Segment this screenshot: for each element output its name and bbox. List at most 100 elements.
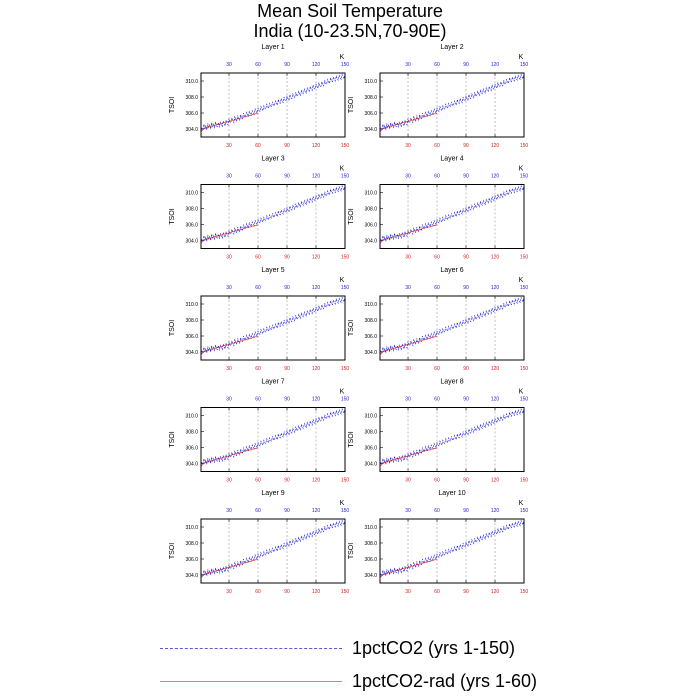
x-tick-label-bottom: 60: [255, 255, 261, 261]
x-tick-label-bottom: 60: [434, 478, 440, 484]
x-tick-label-bottom: 90: [284, 143, 290, 149]
x-tick-label-bottom: 150: [520, 478, 529, 484]
x-tick-label-top: 90: [284, 62, 290, 68]
series-1pctco2-line: [379, 296, 525, 356]
unit-label: K: [519, 54, 524, 61]
x-tick-label-top: 150: [341, 174, 350, 180]
y-tick-label: 306.0: [185, 557, 198, 563]
y-tick-label: 310.0: [364, 79, 377, 85]
series-1pctco2-rad-line: [379, 558, 438, 580]
x-tick-label-bottom: 150: [520, 366, 529, 372]
chart-title: Mean Soil Temperature: [257, 1, 443, 21]
x-tick-label-top: 30: [405, 397, 411, 403]
x-tick-label-top: 60: [434, 174, 440, 180]
y-axis-label: TSOI: [169, 320, 176, 336]
x-tick-label-top: 90: [463, 397, 469, 403]
x-tick-label-bottom: 120: [312, 143, 321, 149]
panel-2: 30 30 60 60 90 90 120 120 150 150 304.0 306.0 308.0 3…: [348, 44, 528, 149]
unit-label: K: [340, 500, 345, 507]
x-tick-label-bottom: 30: [226, 366, 232, 372]
x-tick-label-bottom: 120: [491, 589, 500, 595]
x-tick-label-bottom: 90: [284, 366, 290, 372]
panel-10: 30 30 60 60 90 90 120 120 150 150 304.0 306.0 308.0 3…: [348, 490, 528, 595]
y-tick-label: 310.0: [364, 414, 377, 420]
x-tick-label-bottom: 90: [284, 255, 290, 261]
y-axis-label: TSOI: [348, 320, 355, 336]
x-tick-label-top: 30: [226, 174, 232, 180]
panel-title: Layer 1: [261, 44, 284, 51]
x-tick-label-bottom: 60: [434, 143, 440, 149]
panel-title: Layer 4: [440, 156, 463, 163]
x-tick-label-top: 150: [341, 285, 350, 291]
x-tick-label-top: 120: [491, 397, 500, 403]
plot-frame: [379, 184, 525, 249]
y-tick-label: 308.0: [364, 541, 377, 547]
x-tick-label-top: 150: [520, 174, 529, 180]
x-tick-label-top: 150: [341, 62, 350, 68]
y-tick-label: 310.0: [185, 191, 198, 197]
plot-frame: [200, 407, 346, 472]
x-tick-label-bottom: 120: [491, 478, 500, 484]
series-1pctco2-line: [379, 519, 525, 579]
plot-frame: [200, 518, 346, 584]
unit-label: K: [519, 389, 524, 396]
x-tick-label-bottom: 150: [341, 478, 350, 484]
x-tick-label-top: 60: [434, 285, 440, 291]
y-tick-label: 304.0: [185, 127, 198, 133]
x-tick-label-top: 30: [226, 508, 232, 514]
y-tick-label: 306.0: [364, 111, 377, 117]
x-tick-label-bottom: 30: [405, 478, 411, 484]
y-axis-label: TSOI: [169, 431, 176, 447]
panel-title: Layer 10: [438, 490, 465, 497]
unit-label: K: [340, 277, 345, 284]
panel-grid: 30 30 60 60 90 90 120 120 150 150 304.0 306.0 308.0 3…: [169, 44, 529, 595]
panel-8: 30 30 60 60 90 90 120 120 150 150 304.0 306.0 308.0 3…: [348, 379, 528, 484]
plot-frame: [379, 72, 525, 138]
unit-label: K: [519, 500, 524, 507]
y-axis-label: TSOI: [348, 208, 355, 224]
x-tick-label-top: 90: [463, 174, 469, 180]
y-tick-label: 308.0: [364, 95, 377, 101]
y-tick-label: 308.0: [185, 430, 198, 436]
unit-label: K: [519, 277, 524, 284]
x-tick-label-bottom: 30: [226, 589, 232, 595]
plot-frame: [200, 295, 346, 361]
x-tick-label-bottom: 90: [463, 589, 469, 595]
series-1pctco2-line: [379, 73, 525, 133]
x-tick-label-top: 60: [255, 285, 261, 291]
series-1pctco2-rad-line: [379, 224, 438, 245]
y-tick-label: 304.0: [364, 350, 377, 356]
x-tick-label-top: 120: [491, 285, 500, 291]
x-tick-label-bottom: 120: [491, 366, 500, 372]
x-tick-label-top: 30: [226, 285, 232, 291]
x-tick-label-top: 90: [284, 508, 290, 514]
x-tick-label-top: 150: [341, 397, 350, 403]
unit-label: K: [340, 54, 345, 61]
x-tick-label-top: 30: [405, 62, 411, 68]
y-tick-label: 306.0: [364, 223, 377, 229]
x-tick-label-bottom: 60: [434, 255, 440, 261]
y-tick-label: 310.0: [185, 79, 198, 85]
x-tick-label-top: 60: [434, 508, 440, 514]
x-tick-label-bottom: 120: [491, 143, 500, 149]
x-tick-label-top: 90: [463, 285, 469, 291]
panel-5: 30 30 60 60 90 90 120 120 150 150 304.0 306.0 308.0 3…: [169, 267, 349, 372]
x-tick-label-bottom: 120: [312, 589, 321, 595]
x-tick-label-top: 90: [463, 62, 469, 68]
y-tick-label: 308.0: [364, 207, 377, 213]
x-tick-label-top: 60: [255, 174, 261, 180]
series-1pctco2-rad-line: [200, 335, 259, 357]
y-axis-label: TSOI: [169, 97, 176, 113]
y-tick-label: 308.0: [364, 430, 377, 436]
series-1pctco2-line: [200, 185, 346, 244]
y-tick-label: 304.0: [364, 573, 377, 579]
series-1pctco2-line: [200, 73, 346, 133]
x-tick-label-top: 30: [226, 397, 232, 403]
panel-title: Layer 6: [440, 267, 463, 274]
y-tick-label: 304.0: [185, 462, 198, 468]
y-axis-label: TSOI: [348, 431, 355, 447]
legend-label: 1pctCO2-rad (yrs 1-60): [352, 671, 538, 691]
series-1pctco2-line: [379, 185, 525, 244]
x-tick-label-top: 30: [405, 285, 411, 291]
x-tick-label-top: 90: [284, 174, 290, 180]
